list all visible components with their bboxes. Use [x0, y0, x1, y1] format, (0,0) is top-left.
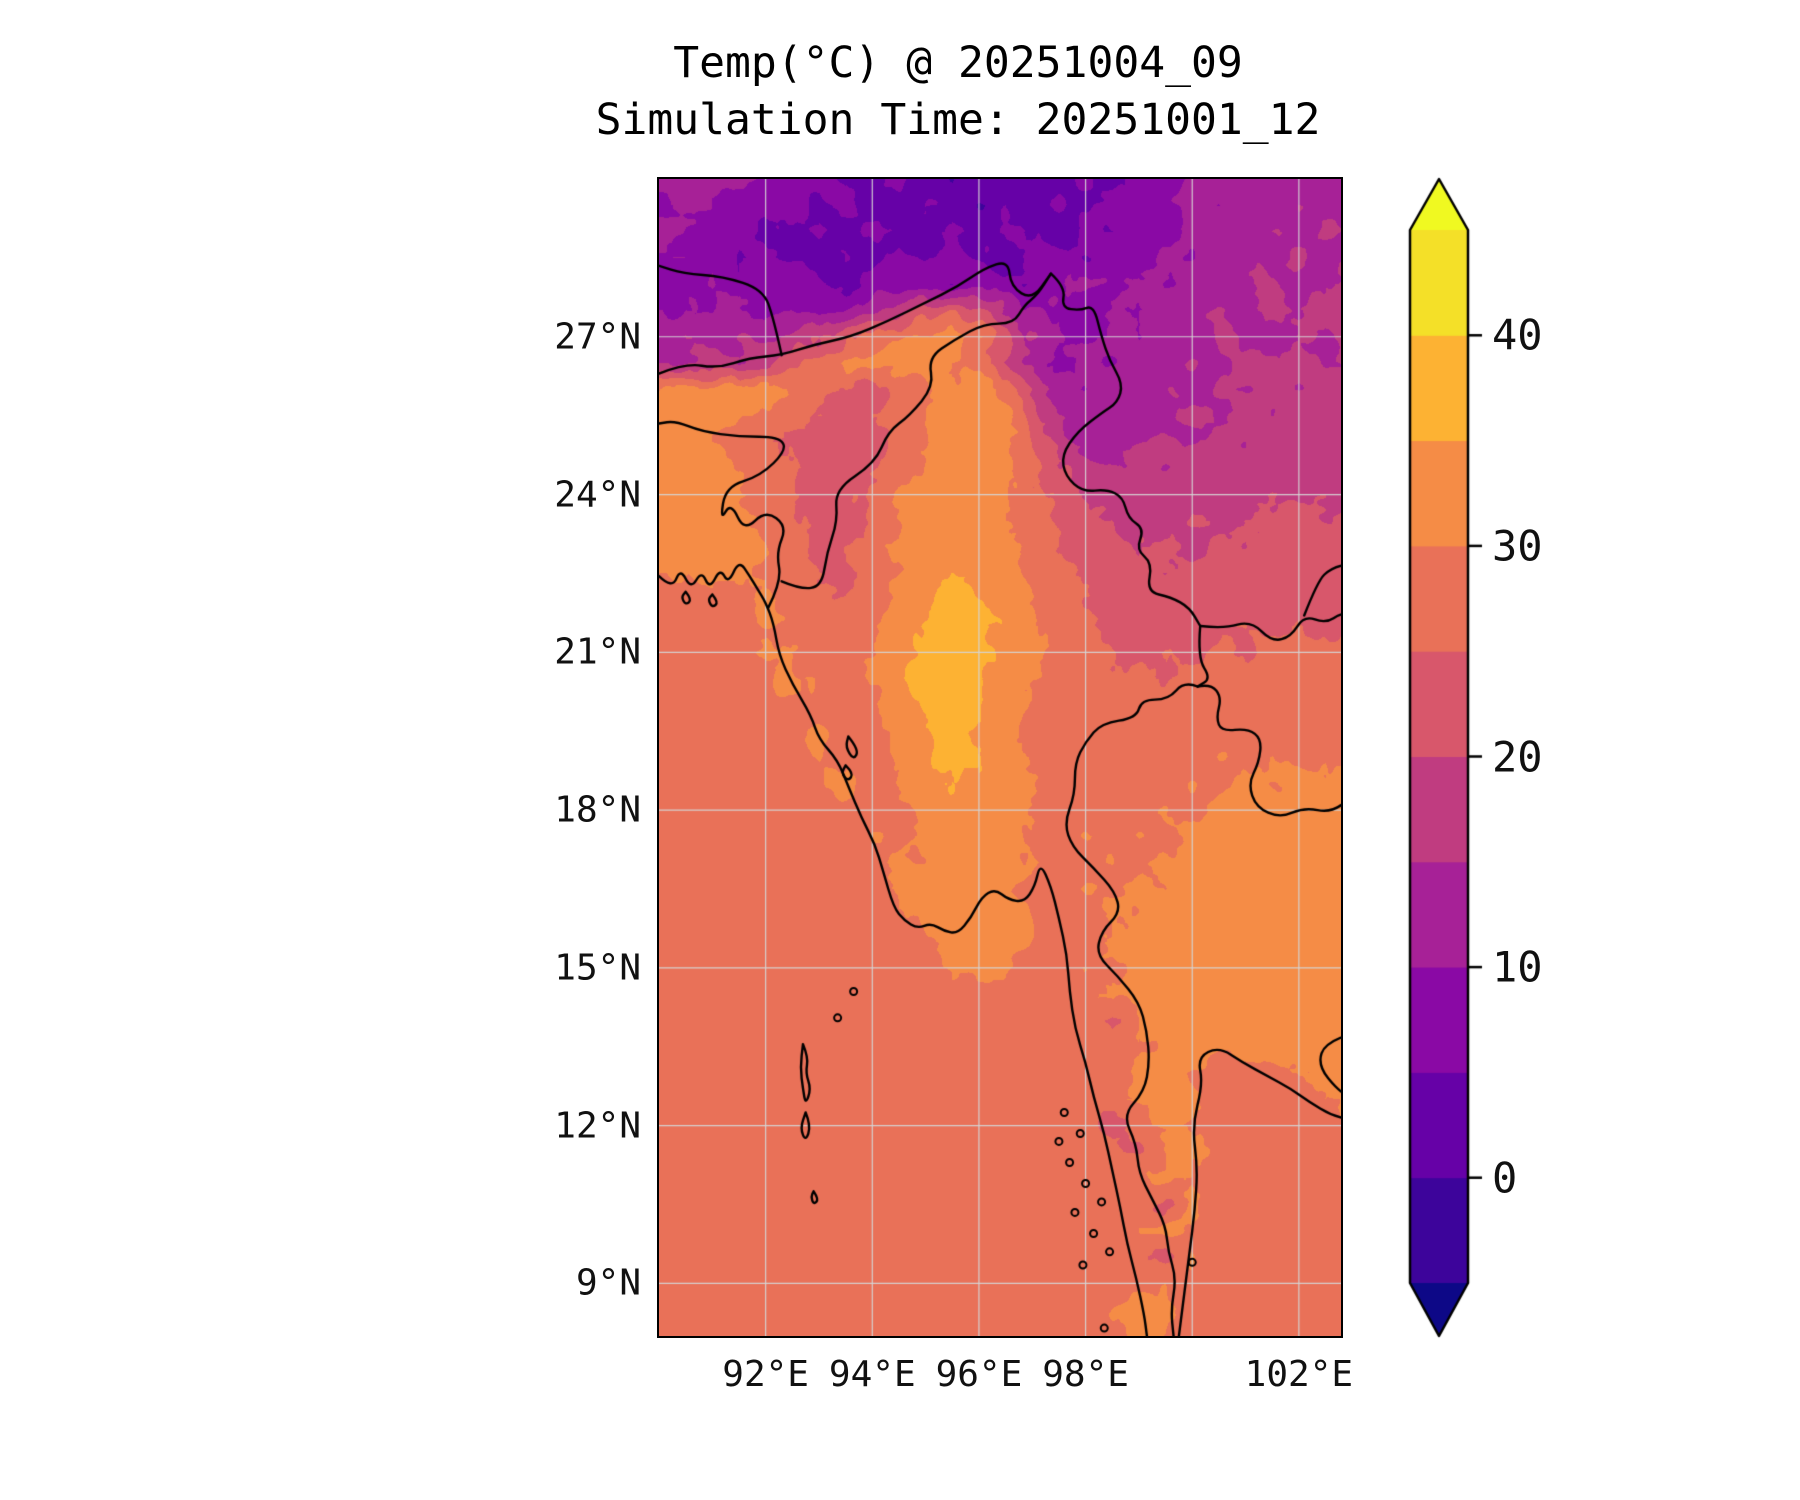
colorbar [1404, 173, 1594, 1342]
chart-subtitle: Simulation Time: 20251001_12 [595, 95, 1321, 145]
lon-tick-label: 92°E [722, 1354, 809, 1395]
lon-tick-label: 94°E [828, 1354, 916, 1395]
plot-frame [656, 176, 1343, 1338]
lon-tick-label: 96°E [935, 1354, 1023, 1395]
colorbar-tick-label: 10 [1492, 942, 1543, 992]
colorbar-tick-label: 20 [1492, 732, 1543, 781]
lon-tick-label: 102°E [1244, 1354, 1354, 1395]
lat-tick-label: 24°N [554, 474, 641, 516]
colorbar-tick-label: 0 [1492, 1153, 1518, 1203]
colorbar-tick-label: 30 [1492, 521, 1543, 571]
lat-tick-label: 21°N [554, 631, 641, 673]
chart-title: Temp(°C) @ 20251004_09 [673, 38, 1243, 88]
lat-tick-label: 9°N [575, 1262, 641, 1304]
lat-tick-label: 12°N [554, 1105, 641, 1147]
lat-tick-label: 15°N [554, 947, 641, 989]
colorbar-tick-label: 40 [1492, 310, 1543, 360]
lon-tick-label: 98°E [1042, 1354, 1129, 1395]
temperature-map-canvas [659, 179, 1341, 1336]
lat-tick-label: 27°N [554, 316, 641, 358]
lat-tick-label: 18°N [554, 789, 641, 831]
